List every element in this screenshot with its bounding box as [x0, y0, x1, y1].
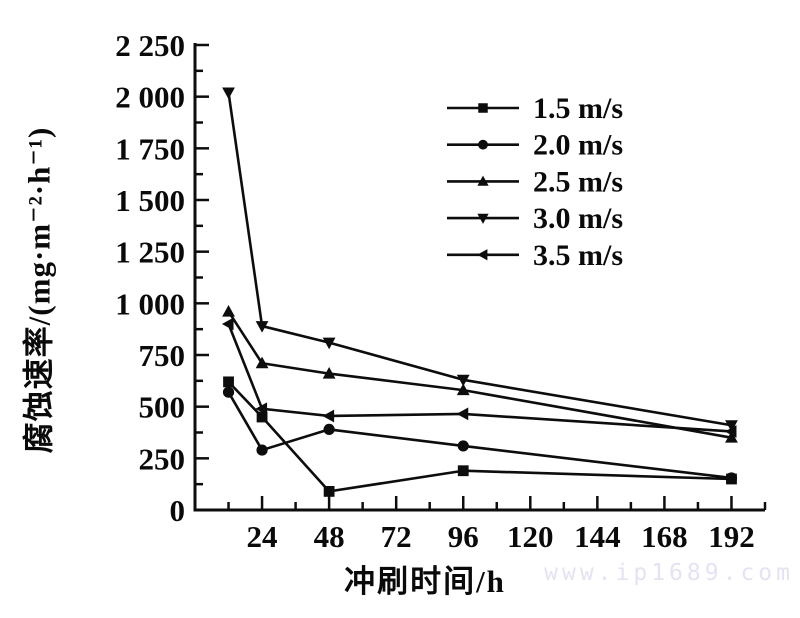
marker-triangle-down-icon [477, 213, 489, 224]
marker-circle-icon [457, 440, 469, 452]
marker-triangle-down-icon [456, 374, 470, 387]
x-tick-label: 120 [507, 519, 554, 554]
y-tick-label: 1 250 [115, 235, 185, 270]
series-line-3.5-m-s [227, 323, 732, 433]
marker-circle-icon [256, 444, 268, 456]
axis-lines [193, 43, 765, 512]
legend-label: 2.5 m/s [533, 165, 623, 198]
x-tick-label: 96 [448, 519, 479, 554]
marker-square-icon [223, 376, 234, 388]
marker-circle-icon [725, 472, 738, 484]
marker-triangle-left-icon [477, 249, 488, 261]
x-tick-label: 24 [247, 519, 278, 554]
marker-triangle-down-icon [255, 321, 269, 333]
marker-square-icon [478, 103, 488, 113]
legend-label: 2.0 m/s [533, 129, 623, 162]
y-tick-label: 2 000 [115, 80, 185, 115]
marker-triangle-up-icon [725, 431, 738, 443]
y-tick-label: 1 750 [115, 131, 185, 166]
y-tick-label: 2 250 [115, 28, 185, 63]
x-tick-label: 144 [574, 519, 621, 554]
x-tick-label: 192 [708, 519, 755, 554]
marker-triangle-left-icon [456, 407, 469, 421]
x-tick-label: 48 [314, 519, 345, 554]
marker-circle-icon [222, 386, 235, 398]
marker-triangle-up-icon [456, 383, 470, 396]
watermark: www.ip1689.com [544, 560, 794, 586]
x-tick-label: 168 [641, 519, 688, 554]
y-tick-label: 250 [139, 441, 186, 476]
marker-triangle-left-icon [724, 425, 737, 438]
marker-triangle-down-icon [725, 420, 738, 432]
legend-label: 1.5 m/s [533, 92, 623, 125]
series-line-2.5-m-s [227, 310, 732, 439]
y-tick-label: 750 [139, 338, 186, 373]
marker-triangle-left-icon [255, 402, 268, 416]
marker-triangle-up-icon [255, 356, 269, 369]
y-axis-title: 腐蚀速率/(mg·m⁻²·h⁻¹) [21, 126, 57, 454]
marker-square-icon [256, 411, 268, 423]
marker-triangle-up-icon [222, 305, 235, 317]
y-tick-label: 1 500 [115, 183, 185, 218]
marker-triangle-up-icon [477, 175, 489, 186]
marker-square-icon [457, 465, 469, 477]
y-tick-label: 500 [139, 390, 186, 425]
marker-square-icon [323, 486, 335, 497]
marker-triangle-up-icon [322, 367, 336, 379]
marker-triangle-left-icon [221, 317, 234, 331]
legend-label: 3.0 m/s [533, 202, 623, 235]
y-tick-label: 1 000 [115, 286, 185, 321]
x-axis-title: 冲刷时间/h [344, 564, 506, 599]
marker-triangle-left-icon [322, 409, 335, 423]
marker-circle-icon [323, 423, 335, 435]
y-tick-label: 0 [170, 493, 186, 528]
marker-triangle-down-icon [222, 87, 235, 100]
marker-triangle-down-icon [322, 337, 336, 350]
x-tick-label: 72 [381, 519, 412, 554]
legend-label: 3.5 m/s [533, 239, 623, 272]
marker-circle-icon [478, 139, 488, 150]
